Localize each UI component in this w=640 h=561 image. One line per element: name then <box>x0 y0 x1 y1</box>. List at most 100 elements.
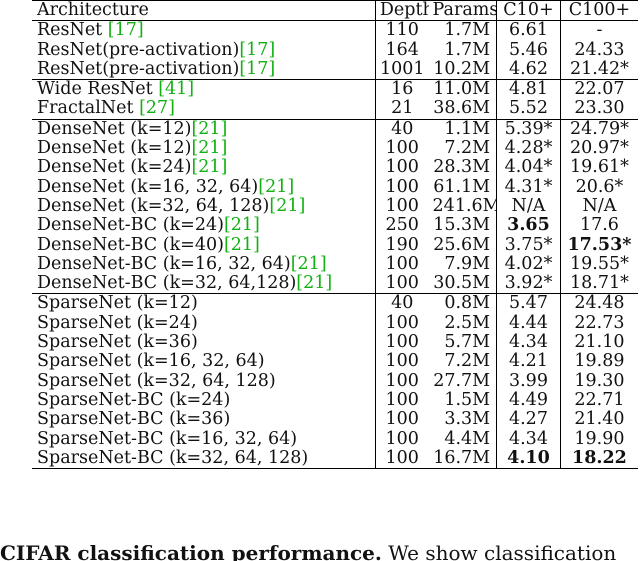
cell-depth: 100 <box>385 254 419 274</box>
citation-link[interactable]: [41] <box>158 79 195 100</box>
cell-c100: 20.6* <box>575 177 624 197</box>
cell-c100: 24.48 <box>560 293 638 314</box>
cell-params: 15.3M <box>428 216 498 236</box>
table-row: ResNet(pre-activation)[17] 164 1.7M 5.46 24.… <box>32 40 638 60</box>
cell-architecture: DenseNet (k=12)[21] <box>32 118 376 140</box>
cell-c10: 4.62 <box>496 59 561 80</box>
architecture-name: ResNet <box>37 20 108 41</box>
citation-link[interactable]: [21] <box>269 196 306 216</box>
architecture-name: DenseNet (k=24) <box>37 158 192 178</box>
cell-c10: 4.31* <box>496 177 561 197</box>
table-row: DenseNet (k=32, 64, 128)[21] 100 241.6M N/A… <box>32 196 638 217</box>
table-row: SparseNet (k=36) 100 5.7M 4.34 21.10 <box>32 333 638 353</box>
citation-link[interactable]: [17] <box>239 40 276 60</box>
cell-c100: 18.71* <box>570 274 629 294</box>
citation-link[interactable]: [21] <box>290 254 327 274</box>
cell-architecture: ResNet [17] <box>32 20 376 41</box>
table-row: SparseNet-BC (k=32, 64, 128) 100 16.7M 4.10… <box>32 448 638 470</box>
table-header-row: Architecture Depth Params C10+ C100+ <box>32 0 638 22</box>
architecture-name: FractalNet <box>37 99 140 119</box>
cell-params: 61.1M <box>428 177 498 197</box>
architecture-name: SparseNet (k=12) <box>37 293 198 314</box>
cell-c10: 3.75* <box>496 235 561 255</box>
cell-depth: 100 <box>385 196 419 216</box>
cell-params: 241.6M <box>428 196 498 217</box>
table-row: DenseNet-BC (k=32, 64,128)[21] 100 30.5M 3.… <box>32 274 638 294</box>
architecture-name: SparseNet (k=32, 64, 128) <box>37 371 276 391</box>
architecture-name: SparseNet-BC (k=16, 32, 64) <box>37 429 298 449</box>
table-row: DenseNet (k=24)[21] 100 28.3M 4.04* 19.61* <box>32 158 638 178</box>
cell-architecture: DenseNet-BC (k=40)[21] <box>32 235 376 255</box>
citation-link[interactable]: [21] <box>223 235 260 255</box>
citation-link[interactable]: [17] <box>239 59 276 79</box>
citation-link[interactable]: [21] <box>191 119 228 139</box>
cell-params: 7.9M <box>428 254 498 275</box>
cell-depth: 164 <box>385 40 419 60</box>
citation-link[interactable]: [17] <box>107 20 144 41</box>
cell-c100: 20.97* <box>570 139 629 159</box>
cell-c100: 18.22 <box>560 448 638 470</box>
cell-depth: 100 <box>385 429 419 449</box>
results-table: Architecture Depth Params C10+ C100+ Res… <box>32 0 638 470</box>
architecture-name: DenseNet-BC (k=40) <box>37 235 224 255</box>
cell-params: 11.0M <box>428 79 498 100</box>
citation-link[interactable]: [21] <box>191 158 228 178</box>
table-row: Wide ResNet [41] 16 11.0M 4.81 22.07 <box>32 79 638 100</box>
cell-architecture: SparseNet (k=16, 32, 64) <box>32 352 376 372</box>
cell-params: 10.2M <box>428 59 498 80</box>
citation-link[interactable]: [21] <box>296 274 333 294</box>
architecture-name: SparseNet (k=24) <box>37 313 198 333</box>
cell-architecture: SparseNet (k=36) <box>32 333 376 353</box>
cell-depth: 100 <box>385 139 419 159</box>
cell-depth: 100 <box>375 448 429 470</box>
citation-link[interactable]: [21] <box>258 177 295 197</box>
architecture-name: SparseNet (k=36) <box>37 333 198 353</box>
cell-depth: 110 <box>375 20 429 41</box>
architecture-name: SparseNet-BC (k=24) <box>37 390 231 410</box>
architecture-name: SparseNet (k=16, 32, 64) <box>37 352 265 372</box>
cell-c100: - <box>560 20 638 41</box>
citation-link[interactable]: [21] <box>223 216 260 236</box>
cell-c100: 21.42* <box>570 59 629 79</box>
table-body: ResNet [17] 110 1.7M 6.61- ResNet(pre-activa… <box>32 20 638 470</box>
cell-c100: 22.73 <box>574 313 625 333</box>
cell-params: 5.7M <box>428 333 498 353</box>
caption-line: CIFAR classification performance. We sho… <box>0 540 640 561</box>
citation-link[interactable]: [27] <box>139 99 176 119</box>
header-c100: C100+ <box>560 0 638 22</box>
cell-architecture: SparseNet (k=32, 64, 128) <box>32 371 376 391</box>
cell-architecture: DenseNet-BC (k=24)[21] <box>32 216 376 236</box>
cell-params: 3.3M <box>428 410 498 430</box>
cell-params: 7.2M <box>428 352 498 372</box>
architecture-name: DenseNet-BC (k=16, 32, 64) <box>37 254 291 274</box>
cell-c10: 4.49 <box>496 390 561 411</box>
cell-c10: 3.92* <box>496 274 561 294</box>
cell-c10: 4.34 <box>496 333 561 353</box>
cell-params: 7.2M <box>428 139 498 159</box>
cell-c10: 5.39* <box>496 118 561 140</box>
cell-architecture: ResNet(pre-activation)[17] <box>32 59 376 80</box>
cell-c100: 23.30 <box>574 99 625 119</box>
cell-c10: 4.81 <box>496 79 561 100</box>
cell-architecture: SparseNet (k=12) <box>32 293 376 314</box>
cell-c10: 5.47 <box>496 293 561 314</box>
cell-params: 2.5M <box>428 313 498 334</box>
table-row: DenseNet-BC (k=40)[21] 190 25.6M 3.75* 17.53… <box>32 235 638 255</box>
cell-depth: 190 <box>385 235 419 255</box>
cell-depth: 100 <box>385 410 419 430</box>
cell-architecture: DenseNet (k=16, 32, 64)[21] <box>32 177 376 197</box>
header-architecture: Architecture <box>32 0 376 22</box>
architecture-name: SparseNet-BC (k=36) <box>37 410 231 430</box>
cell-c100: 19.30 <box>574 371 625 391</box>
cell-depth: 100 <box>385 177 419 197</box>
cell-c10: 3.99 <box>496 371 561 391</box>
citation-link[interactable]: [21] <box>191 139 228 159</box>
cell-params: 27.7M <box>428 371 498 391</box>
cell-depth: 40 <box>375 118 429 140</box>
cell-depth: 100 <box>385 158 419 178</box>
architecture-name: DenseNet-BC (k=24) <box>37 216 224 236</box>
cell-params: 38.6M <box>428 99 498 120</box>
cell-params: 1.7M <box>428 20 498 41</box>
cell-depth: 16 <box>375 79 429 100</box>
cell-architecture: SparseNet-BC (k=36) <box>32 410 376 430</box>
